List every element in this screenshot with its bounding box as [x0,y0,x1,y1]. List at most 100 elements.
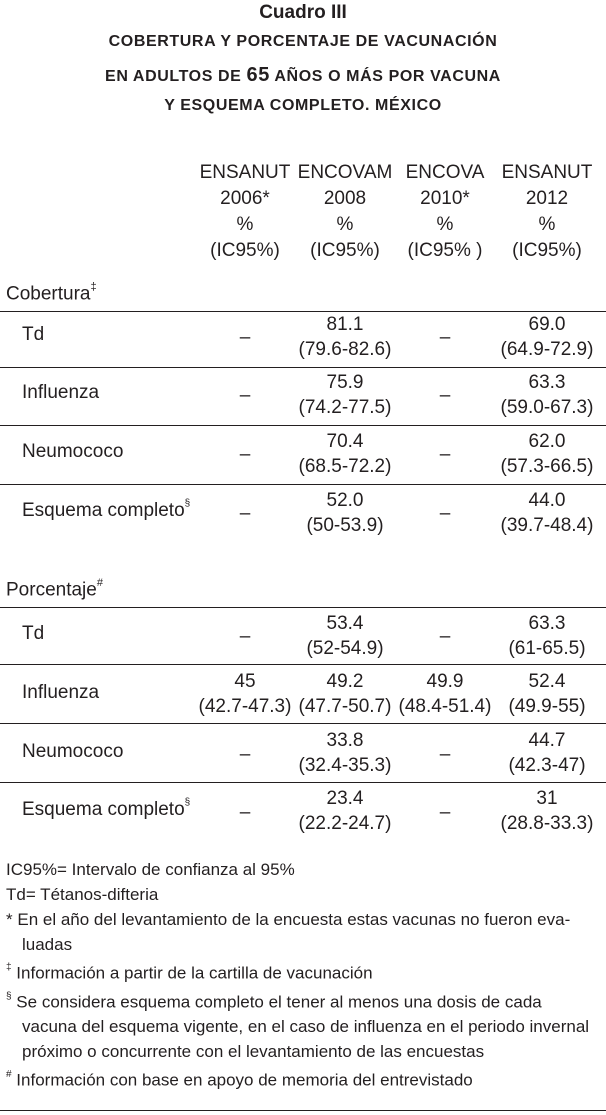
column-ci: (IC95%) [310,240,380,261]
cell-value: 23.4 [326,788,364,809]
row-label-esquema-completo: Esquema completo§ [22,497,191,522]
table-cell: 69.0 (64.9-72.9) [487,312,606,362]
row-divider [0,311,606,312]
cell-value: – [239,503,251,524]
table-cell: – [385,325,505,350]
cell-value: – [439,444,451,465]
row-divider [0,782,606,783]
cell-value: 63.3 [528,372,566,393]
note-hash: # Información con base en apoyo de memor… [6,1064,602,1093]
cell-ci: (22.2-24.7) [298,813,392,834]
row-divider [0,484,606,485]
table-cell: 44.0 (39.7-48.4) [487,488,606,538]
title-line-2-number: 65 [246,64,270,86]
cell-ci: (64.9-72.9) [500,339,594,360]
row-label-neumococo: Neumococo [22,741,123,763]
section-footnote-mark: ‡ [90,281,97,293]
row-label-influenza: Influenza [22,682,99,704]
table-cell: 23.4 (22.2-24.7) [285,786,405,836]
cell-value: 70.4 [326,431,364,452]
note-text: Información con base en apoyo de memoria… [16,1070,473,1090]
cell-ci: (79.6-82.6) [298,339,392,360]
section-label-text: Porcentaje [6,579,97,601]
column-unit: % [436,214,454,235]
row-divider [0,664,606,665]
cell-ci: (59.0-67.3) [500,397,594,418]
row-divider [0,607,606,608]
note-section-sign-continued: próximo o concurrente con el levantamien… [22,1042,485,1062]
column-unit: % [538,214,556,235]
table-title-line-3: y esquema completo. México [164,97,442,114]
cell-ci: (57.3-66.5) [500,456,594,477]
table-cell: – [185,800,305,825]
row-label-text: Esquema completo [22,500,185,521]
cell-value: – [239,744,251,765]
cell-value: – [439,385,451,406]
note-ic95: IC95%= Intervalo de confianza al 95% [6,860,295,879]
cell-ci: (42.7-47.3) [198,696,292,717]
cell-ci: (50-53.9) [306,515,384,536]
table-cell: – [185,442,305,467]
column-header-ensanut-2012: ENSANUT 2012 % (IC95%) [487,160,606,264]
cell-value: – [439,327,451,348]
row-label-text: Neumococo [22,441,124,462]
cell-value: 49.9 [426,671,464,692]
row-label-text: Influenza [22,382,100,403]
column-year: 2012 [525,188,569,209]
section-label-text: Cobertura [6,283,91,305]
row-label-td: Td [22,623,44,645]
column-ci: (IC95% ) [407,240,483,261]
table-cell: – [385,442,505,467]
cell-ci: (74.2-77.5) [298,397,392,418]
note-text: Se considera esquema completo el tener a… [16,992,542,1012]
cell-ci: (42.3-47) [508,755,586,776]
cell-value: – [239,802,251,823]
row-divider [0,425,606,426]
column-ci: (IC95%) [512,240,582,261]
cell-value: 53.4 [326,613,364,634]
column-header-encova-2010: ENCOVA 2010* % (IC95% ) [385,160,505,264]
cell-value: 44.7 [528,730,566,751]
row-divider [0,367,606,368]
table-cell: 62.0 (57.3-66.5) [487,429,606,479]
section-label-cobertura: Cobertura‡ [6,281,97,305]
cell-value: 81.1 [326,314,364,335]
table-caption-label: Cuadro III [259,2,347,23]
table-cell: – [385,800,505,825]
cell-ci: (49.9-55) [508,696,586,717]
row-footnote-mark: § [184,497,191,509]
note-text: Información a partir de la cartilla de v… [16,963,373,983]
row-label-td: Td [22,324,44,346]
column-ci: (IC95%) [210,240,280,261]
section-label-porcentaje: Porcentaje# [6,577,103,601]
row-label-neumococo: Neumococo [22,441,123,463]
cell-value: 49.2 [326,671,364,692]
row-label-text: Esquema completo [22,799,185,820]
cell-value: – [239,327,251,348]
table-cell: – [185,742,305,767]
note-mark: # [6,1069,12,1081]
note-section-sign: § Se considera esquema completo el tener… [6,986,602,1015]
cell-value: 31 [536,788,558,809]
cell-value: – [239,444,251,465]
note-section-sign-continued: vacuna del esquema vigente, en el caso d… [22,1017,590,1037]
row-label-text: Neumococo [22,741,124,762]
cell-ci: (32.4-35.3) [298,755,392,776]
cell-value: 62.0 [528,431,566,452]
table-footnotes: IC95%= Intervalo de confianza al 95% Td=… [6,857,602,1093]
cell-value: – [439,744,451,765]
table-cell: – [385,383,505,408]
column-year: 2010* [420,188,470,209]
table-title-line-2: en adultos de 65 años o más por vacuna [0,64,606,87]
note-double-dagger: ‡ Información a partir de la cartilla de… [6,957,602,986]
table-cell: – [185,501,305,526]
cell-value: 52.4 [528,671,566,692]
cell-value: 45 [234,671,256,692]
table-cell: 45 (42.7-47.3) [185,669,305,719]
row-label-influenza: Influenza [22,382,99,404]
table-cell: 44.7 (42.3-47) [487,728,606,778]
table-cell: 63.3 (61-65.5) [487,611,606,661]
cell-value: – [439,626,451,647]
table-cell: 49.2 (47.7-50.7) [285,669,405,719]
table-cell: 52.0 (50-53.9) [285,488,405,538]
